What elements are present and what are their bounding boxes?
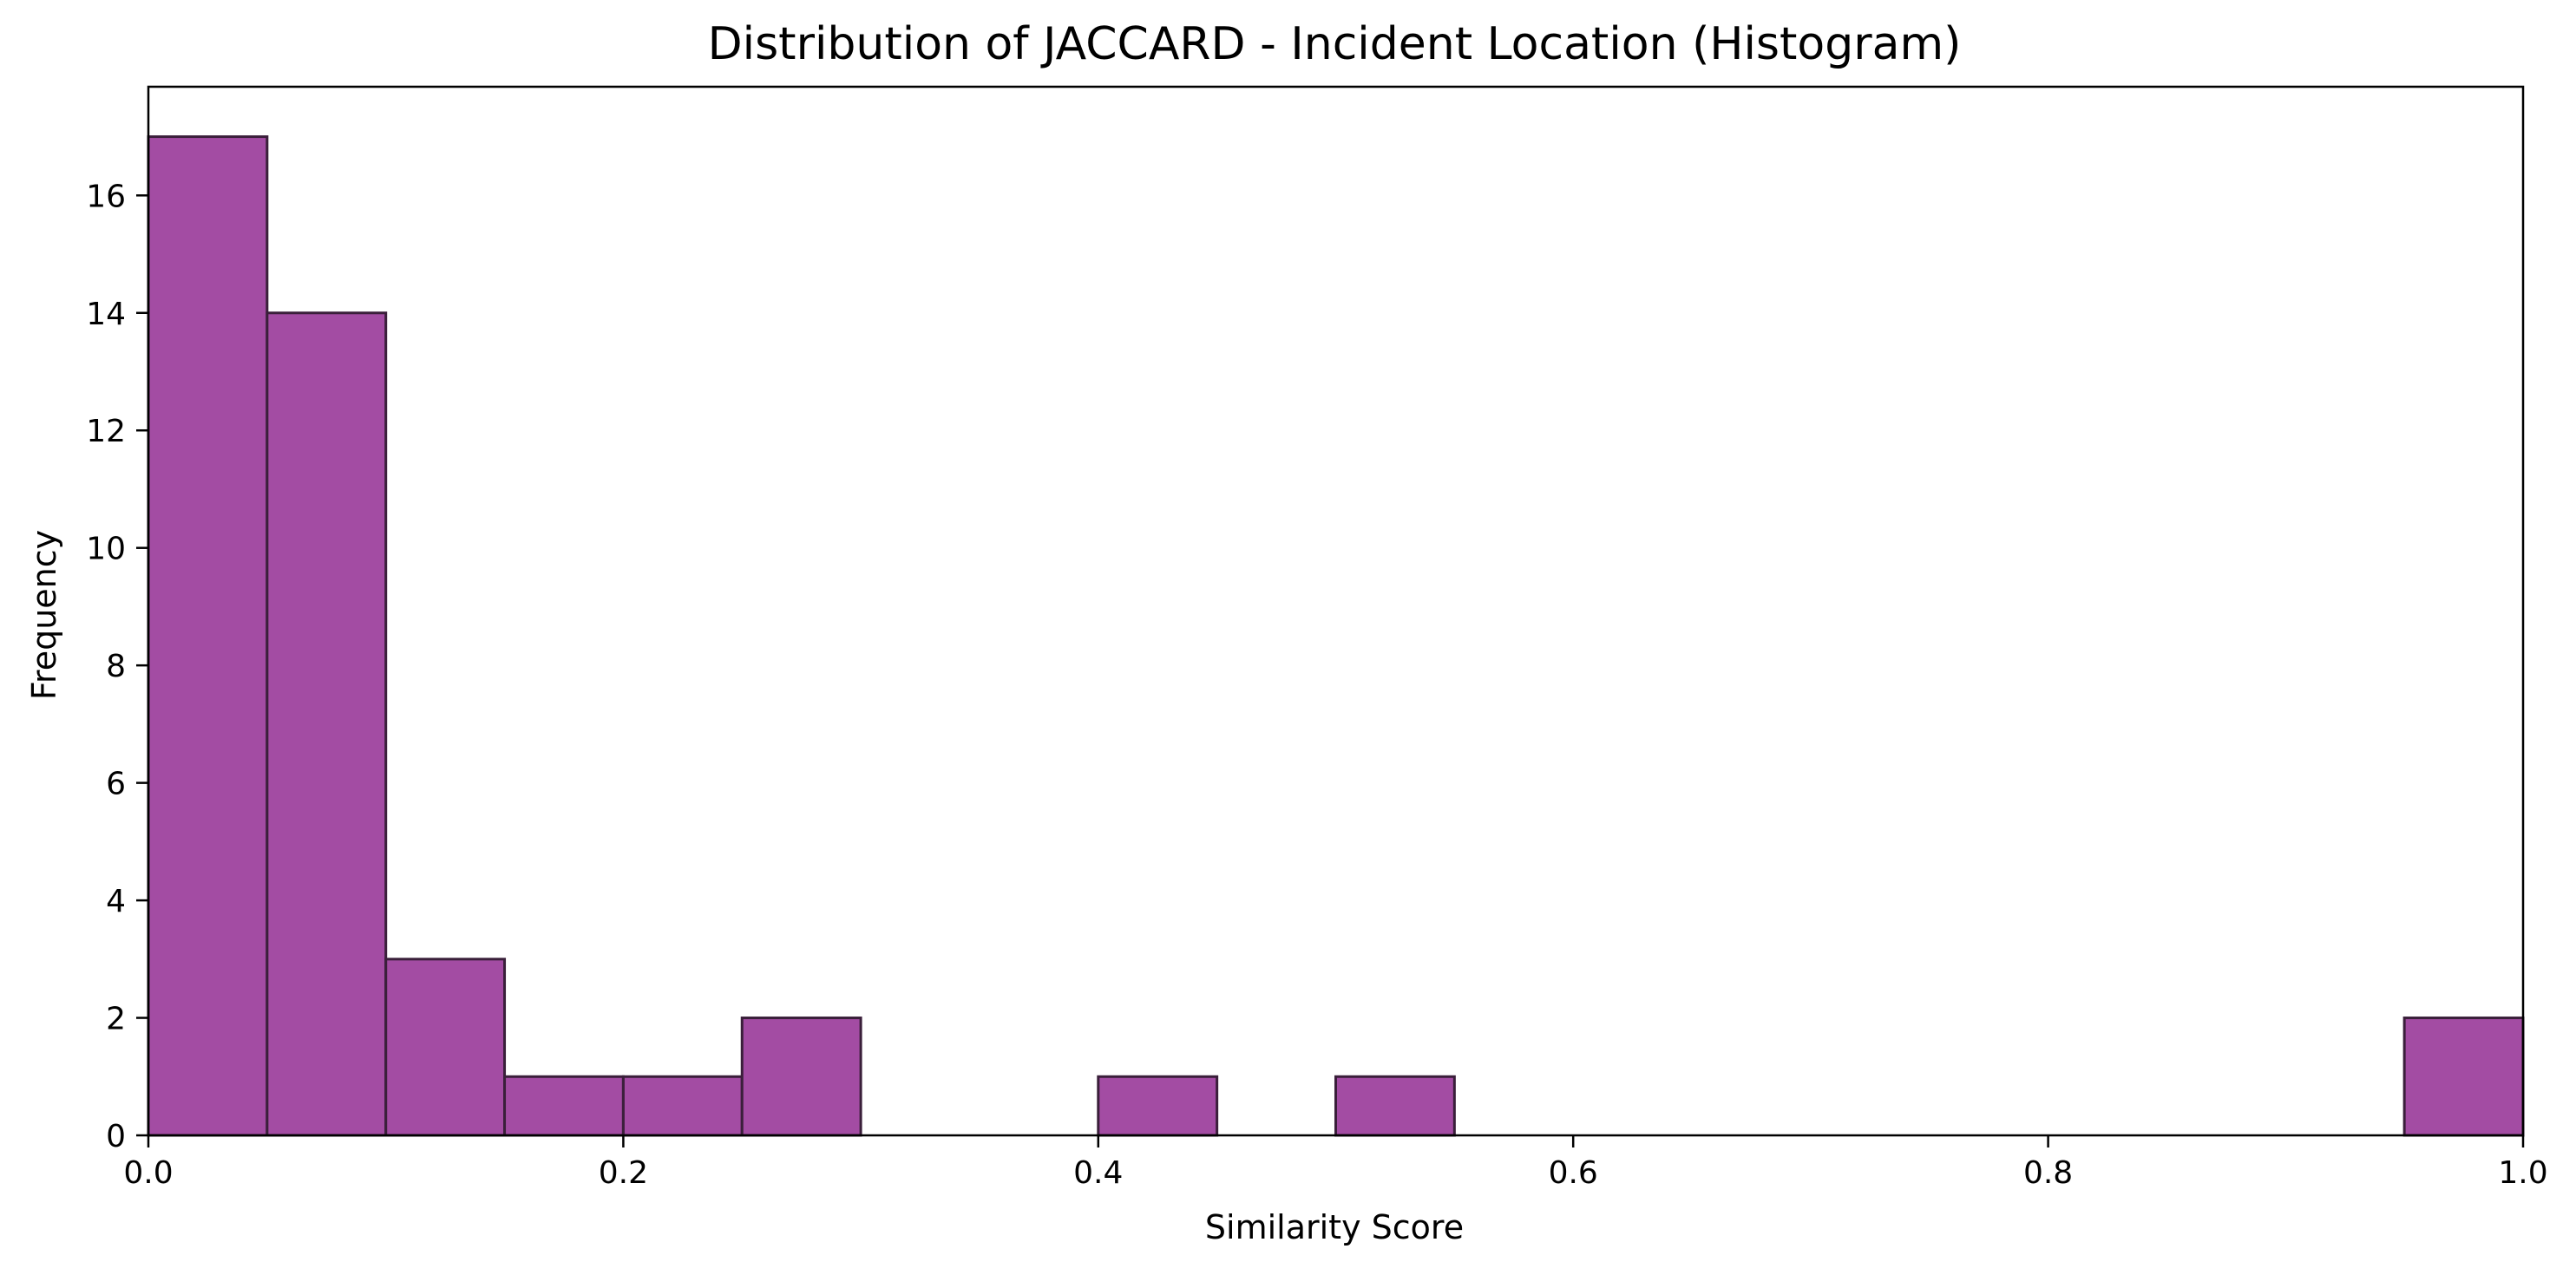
x-tick-label-3: 0.6 [1549,1155,1598,1191]
y-tick-label-2: 4 [106,884,126,919]
chart-title: Distribution of JACCARD - Incident Locat… [708,18,1962,70]
x-tick-label-4: 0.8 [2023,1155,2073,1191]
axes-group: 0.0 0.2 0.4 0.6 0.8 1.0 0 2 4 6 8 10 12 14 16 [86,85,2548,1191]
histogram-bar-10 [1334,1075,1456,1137]
histogram-bar-8 [1097,1075,1219,1137]
histogram-bar-4 [621,1075,744,1137]
histogram-bar-2 [384,958,507,1137]
y-tick-label-6: 12 [86,414,126,449]
histogram-bar-19 [2402,1017,2525,1137]
y-tick-label-0: 0 [106,1119,126,1154]
y-axis-label: Frequency [25,530,63,700]
plot-frame [147,85,2525,1137]
x-axis-label: Similarity Score [1205,1208,1464,1246]
bars-group [147,135,2525,1137]
x-tick-label-0: 0.0 [123,1155,173,1191]
histogram-bar-5 [740,1017,862,1137]
histogram-bar-0 [147,135,269,1137]
x-tick-label-2: 0.4 [1073,1155,1123,1191]
histogram-bar-3 [503,1075,625,1137]
histogram-bar-1 [265,311,388,1137]
y-tick-label-8: 16 [86,179,126,214]
x-tick-label-5: 1.0 [2498,1155,2547,1191]
y-tick-label-1: 2 [106,1002,126,1037]
y-tick-label-5: 10 [86,532,126,567]
y-tick-label-7: 14 [86,297,126,332]
y-tick-label-3: 6 [106,767,126,802]
x-tick-label-1: 0.2 [599,1155,648,1191]
y-tick-label-4: 8 [106,649,126,684]
